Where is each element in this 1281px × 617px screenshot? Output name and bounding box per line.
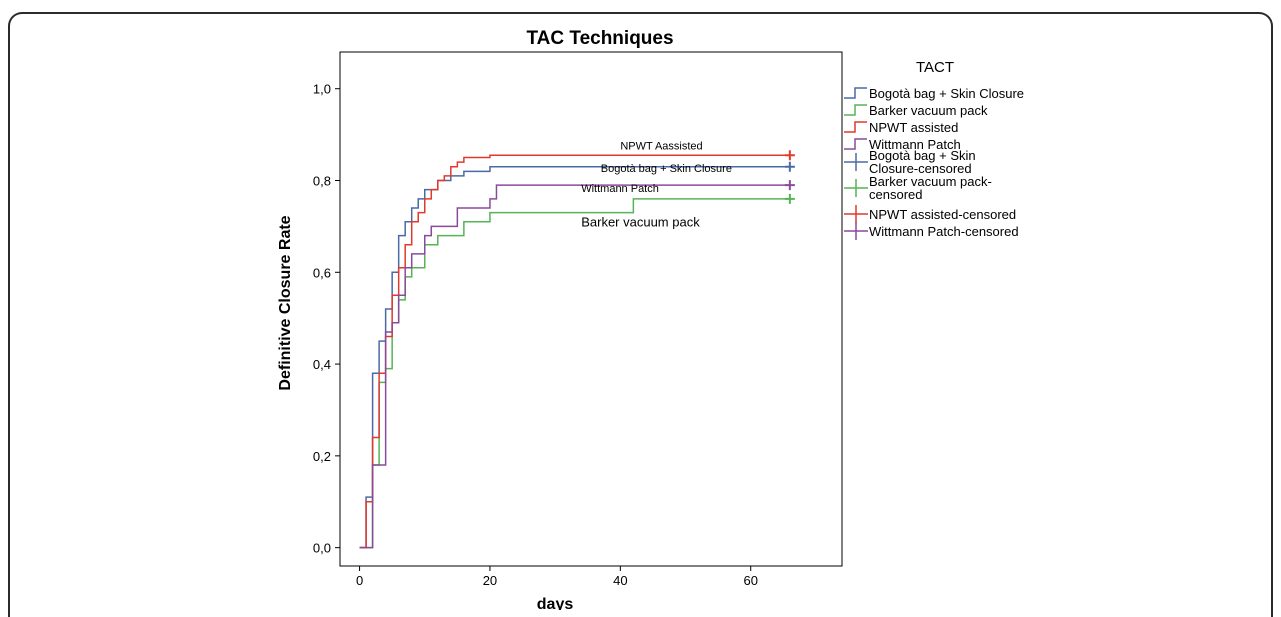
legend-label-barker-vacuum-pack: Barker vacuum pack [869,103,988,118]
censored-marker-bogot-bag-skin-closure [784,161,795,172]
series-labels: Bogotà bag + Skin Closure Barker vacuum p… [581,140,732,229]
x-axis-label: days [537,596,574,610]
legend-swatch-wittmann-patch [844,138,867,150]
series-label-wittmann-patch: Wittmann Patch [581,183,659,195]
x-tick-label: 40 [613,573,627,588]
x-tick-label: 60 [743,573,757,588]
legend: TACT Bogotà bag + Skin Closure Barker vac… [844,59,1024,240]
legend-swatch-barker-vacuum-pack [844,104,867,116]
y-tick-label: 0,8 [313,174,331,189]
legend-label-npwt-assisted-censored: NPWT assisted-censored [869,207,1016,222]
figure-frame [8,12,1273,617]
x-tick-label: 0 [356,573,363,588]
series-line-npwt-assisted [359,154,790,549]
legend-label-barker-vacuum-pack-censored: Barker vacuum pack-censored [869,174,992,202]
y-tick-label: 1,0 [313,82,331,97]
plot-area-border [339,51,843,567]
y-tick-label: 0,0 [313,541,331,556]
legend-label-bogot-bag-skin-closure-censored: Bogotà bag + Skin Closure-censored [869,148,976,176]
x-axis: 0 20 40 60 [356,566,758,588]
legend-title: TACT [916,59,954,76]
series-line-barker-vacuum-pack [359,198,790,549]
legend-label-npwt-assisted: NPWT assisted [869,120,958,135]
legend-swatch-bogot-bag-skin-closure-censored [844,153,868,171]
y-axis-label: Definitive Closure Rate [277,215,294,390]
series-label-bogot-bag-skin-closure: Bogotà bag + Skin Closure [601,163,732,175]
x-tick-label: 20 [483,573,497,588]
series-line-bogot-bag-skin-closure [359,165,790,549]
y-tick-label: 0,2 [313,449,331,464]
legend-label-bogot-bag-skin-closure: Bogotà bag + Skin Closure [869,86,1024,101]
series-layer [359,150,795,549]
series-label-npwt-assisted: NPWT Aassisted [620,140,702,152]
y-axis: 0,0 0,2 0,4 0,6 0,8 1,0 [313,82,340,556]
series-label-barker-vacuum-pack: Barker vacuum pack [581,214,700,229]
series-line-wittmann-patch [359,184,790,549]
legend-label-line: Barker vacuum pack- [869,174,992,189]
legend-swatch-barker-vacuum-pack-censored [844,179,868,197]
legend-swatch-bogot-bag-skin-closure [844,87,867,99]
legend-label-line: Bogotà bag + Skin [869,148,976,163]
legend-swatch-npwt-assisted [844,121,867,133]
y-tick-label: 0,4 [313,357,331,372]
censored-marker-wittmann-patch [784,180,795,191]
censored-marker-npwt-assisted [784,150,795,161]
legend-label-wittmann-patch-censored: Wittmann Patch-censored [869,224,1019,239]
legend-label-line: censored [869,187,922,202]
chart-title: TAC Techniques [526,28,673,49]
y-tick-label: 0,6 [313,265,331,280]
censored-marker-barker-vacuum-pack [784,193,795,204]
legend-label-line: Closure-censored [869,161,972,176]
legend-label-wittmann-patch: Wittmann Patch [869,137,961,152]
legend-swatch-npwt-assisted-censored [844,205,868,223]
legend-swatch-wittmann-patch-censored [844,222,868,240]
